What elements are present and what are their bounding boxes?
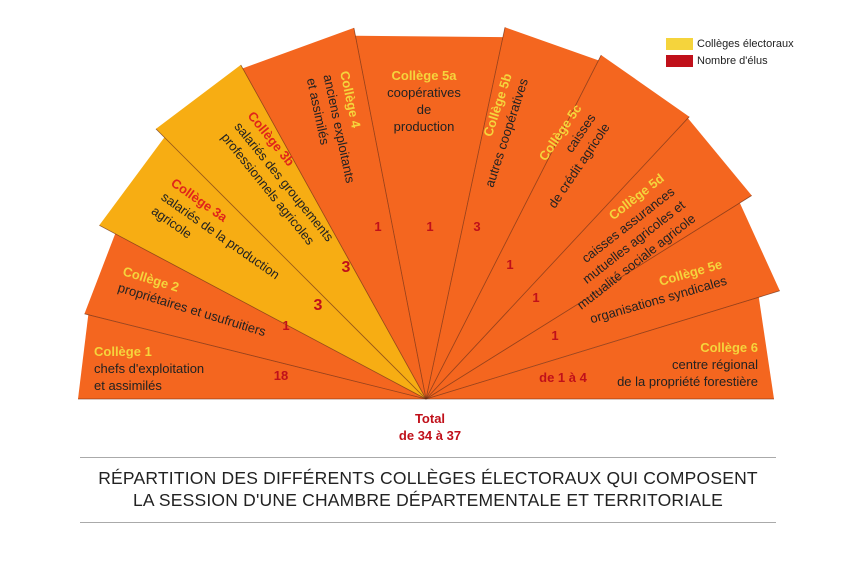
segment-college-6 xyxy=(426,297,774,399)
college-description-college-5a: de xyxy=(417,102,431,117)
segment-divider xyxy=(425,195,752,400)
college-title-college-5a: Collège 5a xyxy=(391,68,457,83)
segment-college-5b xyxy=(426,27,599,400)
segment-divider xyxy=(99,224,427,400)
segment-divider xyxy=(84,313,427,400)
caption-bottom-rule xyxy=(80,522,776,523)
segment-college-5a xyxy=(355,35,503,400)
segment-college-1 xyxy=(78,314,426,399)
caption-top-rule xyxy=(80,457,776,458)
college-description-college-5a: production xyxy=(394,119,455,134)
fan-dividers xyxy=(78,27,780,400)
segment-divider xyxy=(425,116,690,400)
college-description-college-6: de la propriété forestière xyxy=(617,374,758,389)
segment-divider xyxy=(425,27,506,400)
segment-divider xyxy=(155,128,427,400)
college-description-college-1: et assimilés xyxy=(94,378,162,393)
caption-line-1: RÉPARTITION DES DIFFÉRENTS COLLÈGES ÉLEC… xyxy=(98,468,758,488)
segment-college-3a xyxy=(99,137,427,399)
legend: Collèges électoraux Nombre d'élus xyxy=(666,35,794,69)
segment-college-2 xyxy=(84,233,426,399)
caption-line-2: LA SESSION D'UNE CHAMBRE DÉPARTEMENTALE … xyxy=(132,490,724,510)
segment-divider xyxy=(425,54,602,400)
seat-count-college-5a: 1 xyxy=(426,219,433,234)
segment-divider xyxy=(425,290,780,400)
segment-college-5d xyxy=(426,118,752,399)
legend-item-seats: Nombre d'élus xyxy=(666,52,794,69)
seat-count-college-6: de 1 à 4 xyxy=(539,370,587,385)
seat-count-college-4: 1 xyxy=(374,219,381,234)
total-label: Total xyxy=(414,411,446,426)
legend-swatch-seats xyxy=(666,54,693,67)
label-group-college-6: Collège 6 centre régional de la propriété … xyxy=(617,340,758,389)
college-description-college-6: centre régional xyxy=(672,357,758,372)
total-value: de 34 à 37 xyxy=(398,428,462,443)
seat-count-college-5e: 1 xyxy=(551,328,558,343)
college-description-college-5a: coopératives xyxy=(387,85,461,100)
segment-divider xyxy=(353,27,427,400)
segment-college-5e xyxy=(426,202,780,399)
legend-label-seats: Nombre d'élus xyxy=(697,54,768,67)
segment-college-3b xyxy=(155,64,426,400)
seat-count-college-5b: 3 xyxy=(473,219,480,234)
seat-count-college-3a: 3 xyxy=(314,297,323,314)
seat-count-college-3b: 3 xyxy=(342,259,351,276)
caption: RÉPARTITION DES DIFFÉRENTS COLLÈGES ÉLEC… xyxy=(80,467,776,511)
legend-label-colleges: Collèges électoraux xyxy=(697,37,794,50)
segment-college-4 xyxy=(242,27,426,400)
label-group-college-5a: Collège 5a coopératives de production xyxy=(387,68,461,134)
college-title-college-6: Collège 6 xyxy=(700,340,758,355)
seat-count-college-1: 18 xyxy=(274,368,288,383)
seat-count-college-5d: 1 xyxy=(532,290,539,305)
college-description-college-1: chefs d'exploitation xyxy=(94,361,204,376)
seat-count-college-5c: 1 xyxy=(506,257,513,272)
total-block: Total de 34 à 37 xyxy=(340,410,520,444)
label-group-college-1: Collège 1 chefs d'exploitation et assimilé… xyxy=(94,344,204,393)
segment-divider xyxy=(240,64,427,400)
legend-item-colleges: Collèges électoraux xyxy=(666,35,794,52)
college-title-college-1: Collège 1 xyxy=(94,344,152,359)
seat-count-college-2: 1 xyxy=(282,318,289,333)
legend-swatch-colleges xyxy=(666,37,693,50)
segment-college-5c xyxy=(426,55,690,399)
fan-segments xyxy=(78,27,780,400)
